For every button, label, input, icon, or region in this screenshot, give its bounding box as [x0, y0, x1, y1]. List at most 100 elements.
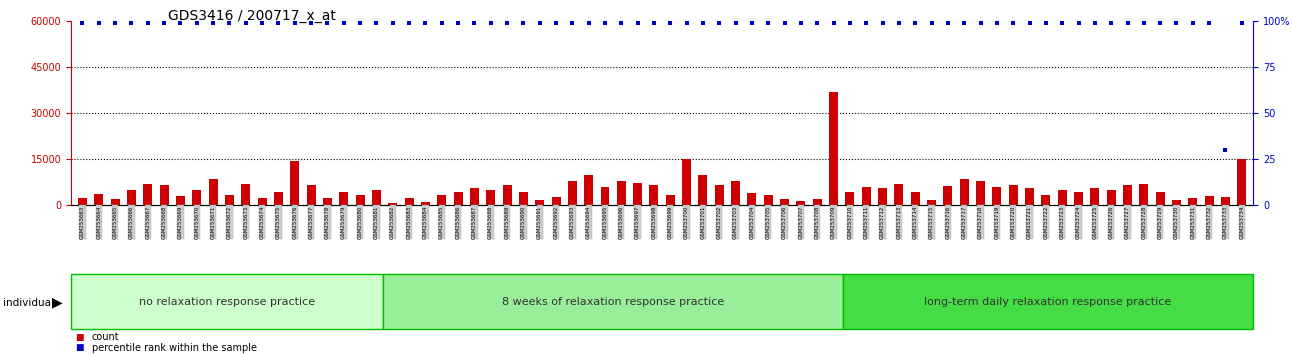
- Point: [709, 20, 730, 26]
- Point: [660, 20, 681, 26]
- Bar: [829, 92, 839, 205]
- Bar: [1090, 188, 1099, 205]
- Bar: [584, 175, 593, 205]
- Text: GSM253667: GSM253667: [145, 205, 150, 239]
- Bar: [486, 190, 495, 205]
- Text: GSM253684: GSM253684: [422, 205, 428, 239]
- Point: [333, 20, 354, 26]
- Point: [791, 20, 811, 26]
- Bar: [1041, 195, 1050, 205]
- Text: GSM253715: GSM253715: [929, 205, 934, 239]
- Bar: [911, 192, 920, 205]
- Text: GSM253728: GSM253728: [1141, 205, 1146, 239]
- Text: GSM253723: GSM253723: [1059, 205, 1065, 239]
- Point: [432, 20, 452, 26]
- Point: [823, 20, 844, 26]
- Bar: [650, 185, 659, 205]
- Bar: [568, 181, 576, 205]
- Bar: [1123, 185, 1132, 205]
- Bar: [975, 181, 985, 205]
- Bar: [535, 200, 544, 205]
- Bar: [437, 195, 446, 205]
- Bar: [323, 198, 332, 205]
- Text: GSM253671: GSM253671: [211, 205, 216, 239]
- Bar: [225, 195, 234, 205]
- Bar: [992, 187, 1001, 205]
- Text: ■: ■: [75, 332, 84, 342]
- Bar: [699, 175, 708, 205]
- Text: GSM253685: GSM253685: [439, 205, 444, 239]
- Text: GDS3416 / 200717_x_at: GDS3416 / 200717_x_at: [168, 9, 336, 23]
- Bar: [1140, 184, 1149, 205]
- Point: [121, 20, 142, 26]
- FancyBboxPatch shape: [842, 274, 1253, 329]
- Point: [1003, 20, 1023, 26]
- Point: [1068, 20, 1089, 26]
- Point: [284, 20, 305, 26]
- Text: GSM253687: GSM253687: [472, 205, 477, 239]
- Text: GSM253678: GSM253678: [324, 205, 329, 239]
- Text: GSM253686: GSM253686: [456, 205, 460, 239]
- Text: GSM253722: GSM253722: [1044, 205, 1048, 239]
- Text: GSM253714: GSM253714: [912, 205, 917, 239]
- Text: GSM253721: GSM253721: [1027, 205, 1032, 239]
- Text: individual: individual: [3, 298, 53, 308]
- Text: GSM253695: GSM253695: [602, 205, 607, 239]
- Text: GSM253689: GSM253689: [505, 205, 509, 239]
- FancyBboxPatch shape: [71, 274, 382, 329]
- Text: GSM253733: GSM253733: [1224, 205, 1227, 239]
- Point: [481, 20, 501, 26]
- Bar: [1238, 159, 1247, 205]
- Text: GSM253690: GSM253690: [521, 205, 526, 239]
- Point: [889, 20, 910, 26]
- Point: [350, 20, 371, 26]
- Text: percentile rank within the sample: percentile rank within the sample: [92, 343, 257, 353]
- Text: GSM253712: GSM253712: [880, 205, 885, 239]
- Text: GSM253706: GSM253706: [782, 205, 787, 239]
- Bar: [1025, 188, 1034, 205]
- Point: [938, 20, 959, 26]
- Point: [1035, 20, 1056, 26]
- Bar: [503, 185, 512, 205]
- Text: GSM253679: GSM253679: [341, 205, 346, 239]
- Bar: [470, 188, 479, 205]
- Point: [1133, 20, 1154, 26]
- Point: [725, 20, 745, 26]
- Point: [496, 20, 517, 26]
- Point: [579, 20, 599, 26]
- Point: [987, 20, 1008, 26]
- Text: GSM253726: GSM253726: [1109, 205, 1114, 239]
- Point: [1167, 20, 1187, 26]
- Bar: [960, 179, 969, 205]
- Bar: [633, 183, 642, 205]
- Point: [1231, 20, 1252, 26]
- Text: GSM253691: GSM253691: [537, 205, 543, 239]
- Text: GSM253688: GSM253688: [488, 205, 494, 239]
- Text: GSM253719: GSM253719: [995, 205, 1000, 239]
- Point: [1118, 20, 1138, 26]
- Point: [1101, 20, 1121, 26]
- Point: [252, 20, 273, 26]
- Point: [594, 20, 615, 26]
- Bar: [879, 188, 888, 205]
- Bar: [340, 192, 349, 205]
- Point: [186, 20, 207, 26]
- Point: [758, 20, 779, 26]
- Point: [1216, 147, 1236, 153]
- Text: GSM253731: GSM253731: [1190, 205, 1195, 239]
- Bar: [388, 203, 397, 205]
- Bar: [1204, 195, 1213, 205]
- Point: [676, 20, 696, 26]
- Point: [448, 20, 469, 26]
- Bar: [928, 200, 937, 205]
- Text: GSM253680: GSM253680: [358, 205, 363, 239]
- Text: GSM253734: GSM253734: [1239, 205, 1244, 239]
- Text: GSM253682: GSM253682: [390, 205, 395, 239]
- Bar: [1107, 190, 1116, 205]
- Bar: [160, 185, 169, 205]
- Text: GSM253674: GSM253674: [260, 205, 265, 239]
- Text: GSM253666: GSM253666: [129, 205, 134, 239]
- Bar: [845, 192, 854, 205]
- Bar: [421, 202, 430, 205]
- Bar: [1155, 192, 1164, 205]
